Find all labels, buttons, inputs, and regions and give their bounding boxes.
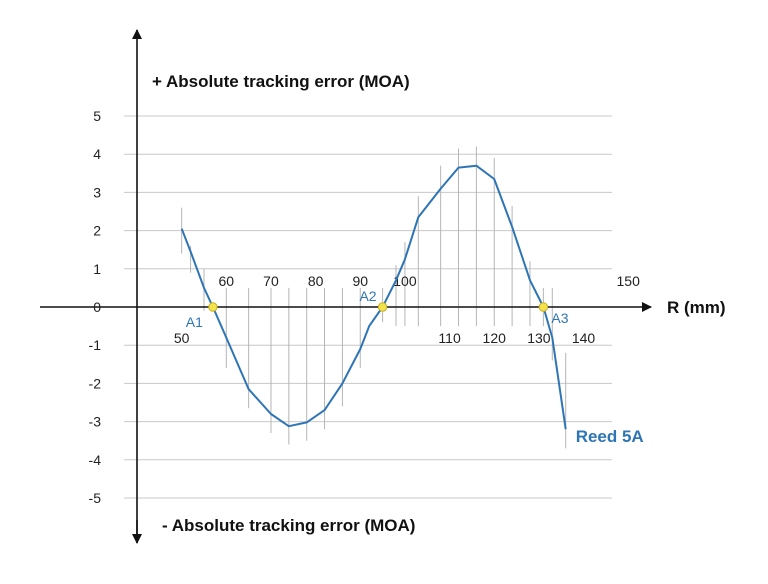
- marker-a2: [377, 302, 388, 312]
- x-tick-label: 130: [527, 330, 551, 346]
- y-tick-label: -1: [89, 337, 102, 353]
- y-tick-label: 1: [93, 261, 101, 277]
- point-label-a2: A2: [359, 288, 376, 304]
- gridlines: [124, 115, 612, 499]
- x-tick-label: 100: [393, 273, 417, 289]
- y-tick-label: 2: [93, 223, 101, 239]
- y-axis-label-top: + Absolute tracking error (MOA): [152, 72, 410, 91]
- y-tick-label: 5: [93, 108, 101, 124]
- x-tick-label: 90: [352, 273, 368, 289]
- x-tick-labels: 50 60 70 80 90 100 110 120 130 140 150: [174, 273, 640, 346]
- point-label-a1: A1: [186, 314, 203, 330]
- x-tick-label: 70: [263, 273, 279, 289]
- x-tick-label: 140: [572, 330, 596, 346]
- y-tick-label: 0: [93, 299, 101, 315]
- y-tick-label: 3: [93, 184, 101, 200]
- series-lines: Reed 5A: [180, 164, 644, 446]
- x-axis-label: R (mm): [667, 298, 726, 317]
- marked-points: A1 A2 A3: [186, 288, 569, 330]
- y-tick-label: -4: [89, 452, 102, 468]
- y-tick-label: 4: [93, 146, 101, 162]
- marker-a3: [538, 302, 549, 312]
- series-line-reed-5a: [180, 164, 567, 430]
- x-tick-label: 80: [308, 273, 324, 289]
- x-tick-label: 150: [617, 273, 641, 289]
- x-tick-label: 110: [438, 330, 461, 346]
- x-tick-label: 120: [483, 330, 507, 346]
- x-tick-label: 60: [219, 273, 235, 289]
- y-tick-label: -3: [89, 414, 102, 430]
- y-axis-label-bottom: - Absolute tracking error (MOA): [162, 516, 415, 535]
- y-tick-label: -5: [89, 490, 102, 506]
- series-label: Reed 5A: [576, 427, 644, 446]
- marker-a1: [208, 302, 218, 312]
- axes: [40, 29, 652, 544]
- y-tick-labels: 5 4 3 2 1 0 -1 -2 -3 -4 -5: [89, 108, 102, 506]
- x-tick-label: 50: [174, 330, 190, 346]
- y-tick-label: -2: [89, 375, 102, 391]
- point-label-a3: A3: [551, 310, 568, 326]
